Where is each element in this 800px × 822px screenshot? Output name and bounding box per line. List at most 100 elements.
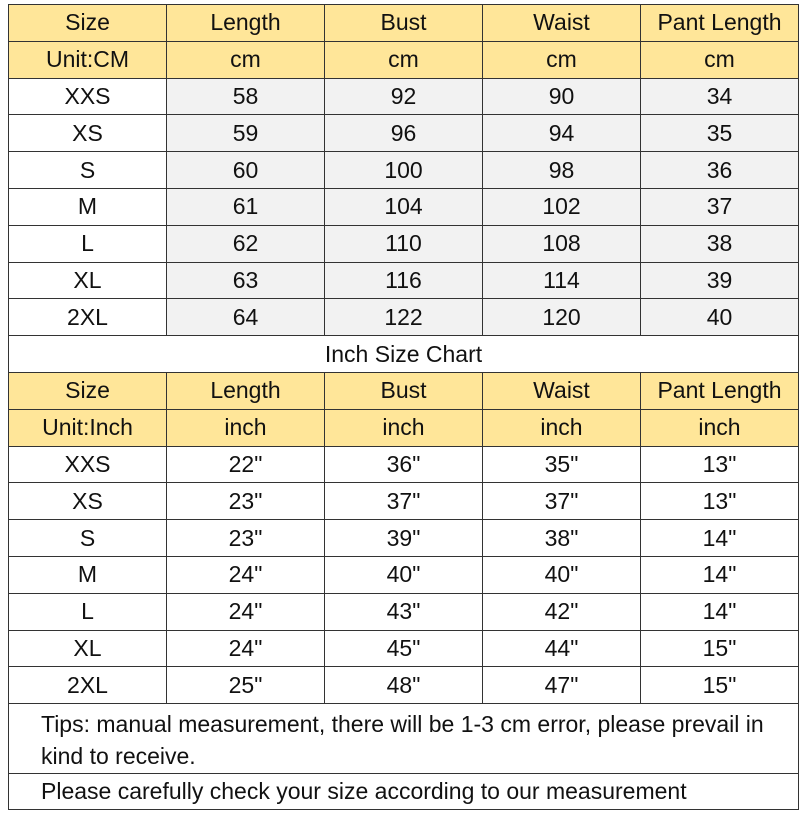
cm_table-data-row-cell: 100	[324, 151, 483, 189]
inch_table-data-row-cell: 14"	[640, 519, 799, 557]
inch_table-data-row-cell: 35"	[482, 445, 641, 484]
cm_table-data-row: S 60 100 98 36	[8, 151, 799, 189]
cm_table-data-row-cell: 40	[640, 298, 799, 337]
cm_table-unit-row-cell: cm	[640, 40, 799, 79]
cm_table-data-row-cell: 116	[324, 261, 483, 300]
inch_table-data-row-cell: 43"	[324, 592, 483, 631]
inch_table-data-row-cell: 45"	[324, 629, 483, 668]
inch_table-unit-row-cell: inch	[166, 408, 325, 447]
inch_table-data-row-cell: 48"	[324, 666, 483, 705]
inch_table-data-row: L 24" 43" 42" 14"	[8, 592, 799, 631]
cm_table-data-row-cell: 58	[166, 77, 325, 116]
inch_table-data-row: XL 24" 45" 44" 15"	[8, 629, 799, 668]
inch_table-unit-row-cell: inch	[640, 408, 799, 447]
inch_table-data-row-cell: S	[8, 519, 167, 557]
cm_table-data-row: L 62 110 108 38	[8, 224, 799, 263]
inch_table-data-row-cell: M	[8, 555, 167, 594]
inch_table-data-row-cell: 47"	[482, 666, 641, 705]
cm_table-data-row-cell: 34	[640, 77, 799, 116]
cm_table-data-row-cell: 120	[482, 298, 641, 337]
inch_table-unit-row-cell: inch	[482, 408, 641, 447]
inch_table-data-row-cell: L	[8, 592, 167, 631]
cm_table-header-row-cell: Size	[8, 4, 167, 42]
cm_table-header-row-cell: Pant Length	[640, 4, 799, 42]
cm_table-header-row-cell: Bust	[324, 4, 483, 42]
cm_table-data-row-cell: 94	[482, 114, 641, 153]
inch_table-header-row-cell: Pant Length	[640, 371, 799, 410]
inch_table-data-row-cell: 23"	[166, 519, 325, 557]
inch_table-data-row-cell: 40"	[324, 555, 483, 594]
cm_table-data-row-cell: 39	[640, 261, 799, 300]
inch_table-data-row-cell: 23"	[166, 482, 325, 521]
inch_table-data-row: M 24" 40" 40" 14"	[8, 555, 799, 594]
inch_table-data-row-cell: 37"	[482, 482, 641, 521]
cm_table-data-row-cell: 2XL	[8, 298, 167, 337]
cm_table-data-row-cell: 110	[324, 224, 483, 263]
inch_table-data-row-cell: XS	[8, 482, 167, 521]
cm_table-data-row-cell: 61	[166, 187, 325, 226]
inch_table-data-row-cell: 37"	[324, 482, 483, 521]
inch_table-data-row-cell: 15"	[640, 629, 799, 668]
inch_table-data-row-cell: 2XL	[8, 666, 167, 705]
inch_table-unit-row: Unit:Inch inch inch inch inch	[8, 408, 799, 447]
cm_table-unit-row: Unit:CM cm cm cm cm	[8, 40, 799, 79]
inch_table-data-row-cell: 15"	[640, 666, 799, 705]
cm_table-data-row-cell: S	[8, 151, 167, 189]
inch_table-data-row: XXS 22" 36" 35" 13"	[8, 445, 799, 484]
cm_table-data-row: XL 63 116 114 39	[8, 261, 799, 300]
cm_table-data-row-cell: XL	[8, 261, 167, 300]
inch_table-header-row-cell: Waist	[482, 371, 641, 410]
inch_table-header-row-cell: Size	[8, 371, 167, 410]
cm_table-header-row-cell: Waist	[482, 4, 641, 42]
cm_table-unit-row-cell: cm	[324, 40, 483, 79]
cm_table-data-row-cell: 63	[166, 261, 325, 300]
cm_table-data-row-cell: 62	[166, 224, 325, 263]
cm_table-header-row-cell: Length	[166, 4, 325, 42]
inch_table-data-row-cell: 24"	[166, 592, 325, 631]
inch_table-header-row: Size Length Bust Waist Pant Length	[8, 371, 799, 410]
cm_table-data-row-cell: 35	[640, 114, 799, 153]
cm_table-data-row: 2XL 64 122 120 40	[8, 298, 799, 337]
inch_table-data-row-cell: 38"	[482, 519, 641, 557]
cm_table-data-row-cell: 114	[482, 261, 641, 300]
inch_table-data-row-cell: 36"	[324, 445, 483, 484]
cm_table-unit-row-cell: cm	[166, 40, 325, 79]
inch_table-data-row-cell: 14"	[640, 592, 799, 631]
cm_table-data-row-cell: 59	[166, 114, 325, 153]
cm_table-data-row-cell: 108	[482, 224, 641, 263]
inch_table-data-row-cell: 24"	[166, 629, 325, 668]
inch_table-data-row: XS 23" 37" 37" 13"	[8, 482, 799, 521]
cm_table-data-row-cell: L	[8, 224, 167, 263]
inch_table-data-row-cell: 13"	[640, 482, 799, 521]
inch_table-data-row-cell: 40"	[482, 555, 641, 594]
cm_table-unit-row-cell: cm	[482, 40, 641, 79]
cm_table-data-row-cell: 37	[640, 187, 799, 226]
cm_table-data-row-cell: 98	[482, 151, 641, 189]
inch_table-data-row-cell: 13"	[640, 445, 799, 484]
cm_table-data-row: M 61 104 102 37	[8, 187, 799, 226]
cm_table-data-row-cell: 38	[640, 224, 799, 263]
cm_table-header-row: Size Length Bust Waist Pant Length	[8, 4, 799, 42]
inch_table-data-row-cell: 14"	[640, 555, 799, 594]
cm_table-data-row: XS 59 96 94 35	[8, 114, 799, 153]
inch_table-header-row-cell: Length	[166, 371, 325, 410]
size-chart-table: Size Length Bust Waist Pant Length Unit:CM cm c…	[8, 4, 799, 811]
cm_table-data-row-cell: 96	[324, 114, 483, 153]
inch_table-data-row-cell: 39"	[324, 519, 483, 557]
cm_table-data-row-cell: 36	[640, 151, 799, 189]
inch_table-data-row-cell: XXS	[8, 445, 167, 484]
inch_table-data-row-cell: 24"	[166, 555, 325, 594]
footer-note-cell: Please carefully check your size accordi…	[8, 773, 799, 811]
cm_table-data-row-cell: 122	[324, 298, 483, 337]
inch_table-header-row-cell: Bust	[324, 371, 483, 410]
cm_table-unit-row-cell: Unit:CM	[8, 40, 167, 79]
inch_table-data-row-cell: XL	[8, 629, 167, 668]
inch_table-unit-row-cell: Unit:Inch	[8, 408, 167, 447]
inch_table-data-row: S 23" 39" 38" 14"	[8, 519, 799, 557]
cm_table-data-row-cell: XS	[8, 114, 167, 153]
inch-size-chart-title: Inch Size Chart	[8, 335, 799, 373]
footer-note: Please carefully check your size accordi…	[8, 773, 799, 811]
cm_table-data-row-cell: 90	[482, 77, 641, 116]
inch-size-chart-title-cell: Inch Size Chart	[8, 335, 799, 373]
cm_table-data-row-cell: 92	[324, 77, 483, 116]
